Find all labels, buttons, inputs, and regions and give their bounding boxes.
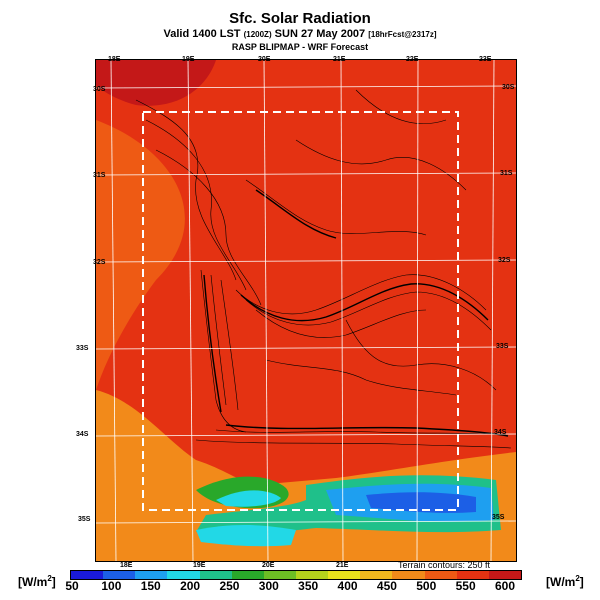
cloud-mass-deep [366, 492, 476, 513]
lon-label: 18E [108, 56, 121, 63]
color-swatch [360, 571, 393, 579]
lat-label: 30S [502, 84, 515, 91]
peak-zone-northwest [96, 60, 216, 106]
lon-label: 22E [406, 56, 419, 63]
lat-label: 30S [93, 86, 106, 93]
cloud-patch-southwest [196, 525, 296, 547]
color-scale-tick: 200 [180, 579, 201, 593]
lon-label: 19E [182, 56, 195, 63]
color-swatch [263, 571, 296, 579]
lat-label: 31S [93, 172, 106, 179]
map-source: RASP BLIPMAP - WRF Forecast [231, 42, 369, 52]
color-swatch [135, 571, 168, 579]
valid-date: SUN 27 May 2007 [274, 28, 366, 40]
color-scale-tick: 50 [65, 579, 79, 593]
map-subtitle: Valid 1400 LST (1200Z) SUN 27 May 2007 [… [0, 28, 600, 40]
lat-label: 35S [78, 516, 91, 523]
color-swatch [71, 571, 104, 579]
lat-label: 32S [93, 259, 106, 266]
unit-label-right: [W/m2] [546, 574, 584, 589]
color-swatch [295, 571, 329, 579]
color-swatch [328, 571, 361, 579]
color-swatch [199, 571, 232, 579]
color-swatch [231, 571, 264, 579]
unit-label-left: [W/m2] [18, 574, 56, 589]
color-swatch [488, 571, 521, 579]
lat-label: 33S [76, 345, 89, 352]
color-scale-tick: 350 [298, 579, 319, 593]
lat-label: 34S [494, 429, 507, 436]
color-scale-tick: 400 [337, 579, 358, 593]
lat-label: 33S [496, 343, 509, 350]
color-swatch [167, 571, 200, 579]
lat-label: 34S [76, 431, 89, 438]
lat-label: 31S [500, 170, 513, 177]
color-scale-bar [70, 570, 522, 580]
cloud-band-cyan [216, 490, 281, 507]
color-scale-tick: 500 [416, 579, 437, 593]
color-scale-tick: 300 [258, 579, 279, 593]
color-swatch [103, 571, 136, 579]
forecast-domain-box [142, 111, 459, 511]
map-panel [95, 59, 517, 562]
lon-label: 20E [258, 56, 271, 63]
lon-label: 21E [333, 56, 346, 63]
terrain-contours [135, 89, 512, 449]
lon-label: 21E [336, 562, 349, 569]
valid-time: Valid 1400 LST [163, 28, 241, 40]
lat-label: 32S [498, 257, 511, 264]
lat-lon-grid [96, 60, 516, 561]
map-title: Sfc. Solar Radiation [229, 10, 371, 27]
terrain-contours-bold [203, 189, 509, 437]
color-scale-tick: 250 [219, 579, 240, 593]
lon-label: 19E [193, 562, 206, 569]
color-scale-tick: 550 [455, 579, 476, 593]
color-scale-tick: 450 [376, 579, 397, 593]
forecast-info: [18hrFcst@2317z] [368, 30, 437, 39]
lon-label: 23E [479, 56, 492, 63]
color-swatch [424, 571, 457, 579]
radiation-map [96, 60, 516, 561]
color-swatch [456, 571, 489, 579]
lon-label: 18E [120, 562, 133, 569]
color-scale-tick: 600 [494, 579, 516, 593]
valid-time-utc: (1200Z) [243, 30, 272, 39]
color-swatch [392, 571, 425, 579]
color-scale-tick: 150 [140, 579, 161, 593]
color-scale-tick: 100 [101, 579, 122, 593]
moderate-zone-west [96, 120, 185, 390]
lon-label: 20E [262, 562, 275, 569]
terrain-note: Terrain contours: 250 ft [398, 560, 491, 570]
lat-label: 35S [492, 514, 505, 521]
